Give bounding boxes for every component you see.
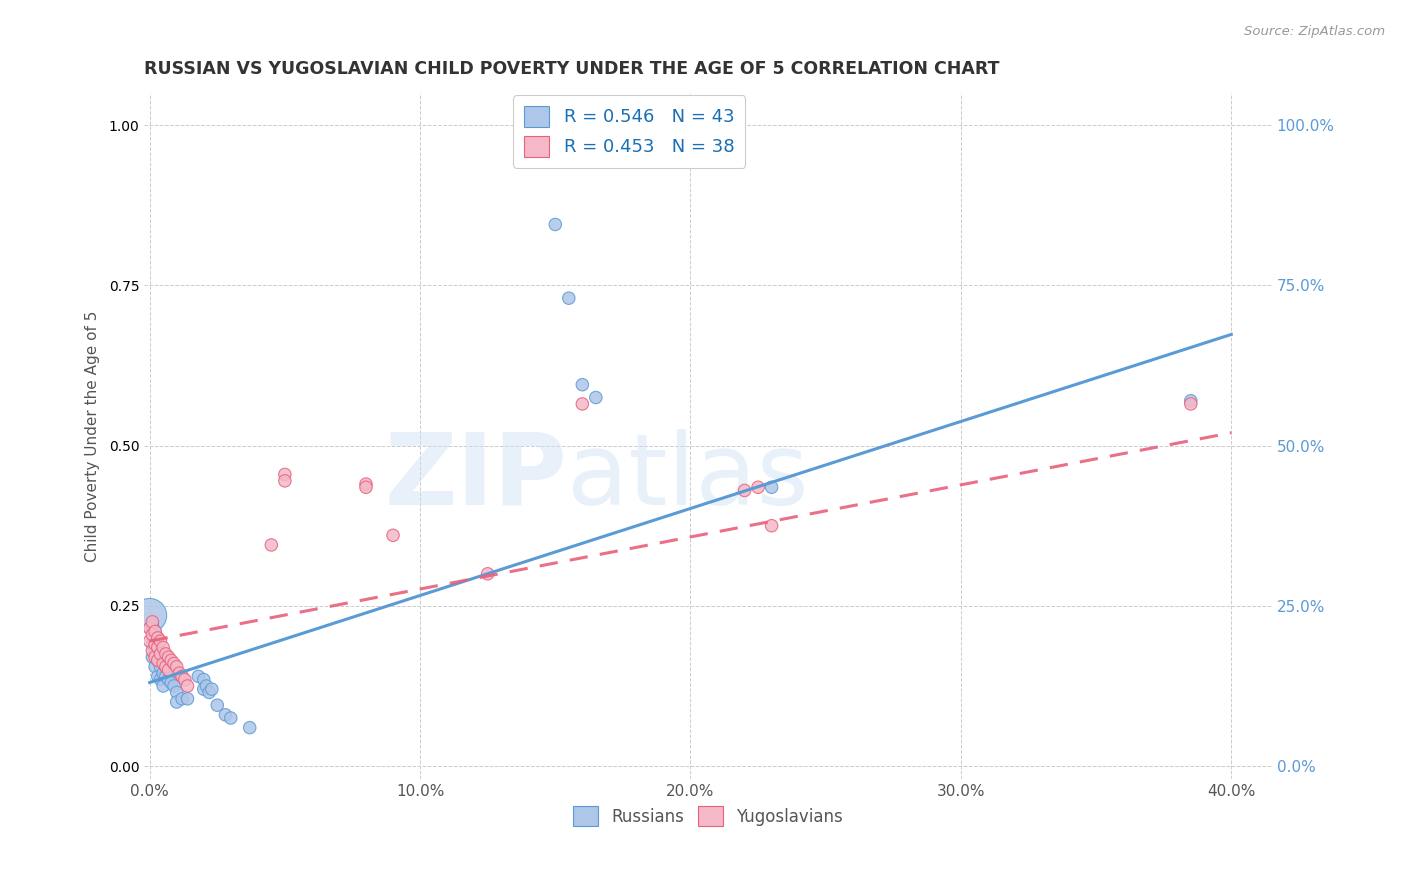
Point: [141, 628, 163, 642]
Point: [187, 669, 209, 683]
Point: [585, 391, 607, 405]
Point: [176, 691, 198, 706]
Point: [141, 637, 163, 651]
Point: [143, 637, 166, 651]
Point: [157, 650, 180, 665]
Point: [138, 634, 160, 648]
Point: [176, 679, 198, 693]
Point: [141, 650, 163, 665]
Point: [146, 640, 169, 655]
Point: [214, 707, 236, 722]
Point: [157, 659, 180, 673]
Point: [544, 218, 567, 232]
Point: [219, 711, 242, 725]
Point: [207, 698, 229, 713]
Point: [143, 624, 166, 639]
Point: [477, 566, 499, 581]
Point: [146, 631, 169, 645]
Point: [160, 653, 183, 667]
Point: [152, 640, 174, 655]
Point: [149, 647, 172, 661]
Point: [149, 659, 172, 673]
Point: [166, 695, 188, 709]
Point: [571, 377, 593, 392]
Point: [198, 685, 221, 699]
Point: [163, 679, 186, 693]
Text: RUSSIAN VS YUGOSLAVIAN CHILD POVERTY UNDER THE AGE OF 5 CORRELATION CHART: RUSSIAN VS YUGOSLAVIAN CHILD POVERTY UND…: [145, 60, 1000, 78]
Point: [173, 673, 195, 687]
Point: [193, 682, 215, 697]
Point: [138, 608, 160, 623]
Point: [141, 644, 163, 658]
Point: [354, 477, 377, 491]
Point: [169, 666, 191, 681]
Point: [274, 474, 297, 488]
Point: [155, 659, 177, 673]
Point: [146, 669, 169, 683]
Point: [149, 647, 172, 661]
Y-axis label: Child Poverty Under the Age of 5: Child Poverty Under the Age of 5: [86, 310, 100, 562]
Text: ZIP: ZIP: [384, 429, 567, 525]
Point: [157, 663, 180, 677]
Point: [152, 657, 174, 671]
Point: [143, 659, 166, 673]
Point: [274, 467, 297, 482]
Point: [761, 480, 783, 494]
Point: [1180, 393, 1202, 408]
Point: [571, 397, 593, 411]
Point: [157, 673, 180, 687]
Point: [146, 653, 169, 667]
Point: [260, 538, 283, 552]
Point: [354, 480, 377, 494]
Point: [152, 653, 174, 667]
Text: Source: ZipAtlas.com: Source: ZipAtlas.com: [1244, 25, 1385, 38]
Point: [155, 659, 177, 673]
Point: [141, 618, 163, 632]
Point: [201, 682, 224, 697]
Point: [747, 480, 769, 494]
Point: [172, 669, 194, 683]
Point: [195, 679, 218, 693]
Point: [193, 673, 215, 687]
Point: [155, 647, 177, 661]
Point: [382, 528, 405, 542]
Point: [166, 659, 188, 673]
Point: [152, 666, 174, 681]
Point: [138, 621, 160, 635]
Point: [761, 518, 783, 533]
Point: [239, 721, 262, 735]
Point: [143, 624, 166, 639]
Point: [160, 675, 183, 690]
Point: [152, 679, 174, 693]
Point: [160, 666, 183, 681]
Legend: Russians, Yugoslavians: Russians, Yugoslavians: [567, 800, 849, 832]
Point: [172, 691, 194, 706]
Point: [163, 657, 186, 671]
Text: atlas: atlas: [567, 429, 808, 525]
Point: [141, 615, 163, 629]
Point: [143, 650, 166, 665]
Point: [143, 644, 166, 658]
Point: [155, 669, 177, 683]
Point: [146, 653, 169, 667]
Point: [166, 685, 188, 699]
Point: [149, 634, 172, 648]
Point: [1180, 397, 1202, 411]
Point: [558, 291, 581, 305]
Point: [149, 673, 172, 687]
Point: [146, 631, 169, 645]
Point: [734, 483, 756, 498]
